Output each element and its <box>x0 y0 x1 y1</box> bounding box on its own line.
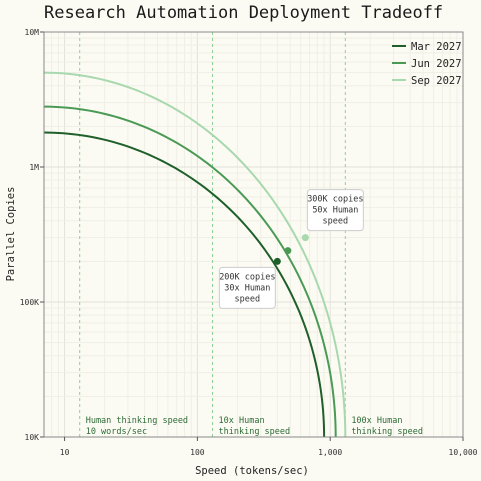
data-point <box>284 247 292 255</box>
reference-line-label: 10 words/sec <box>86 427 147 437</box>
plot-frame <box>43 31 464 438</box>
legend-label: Sep 2027 <box>411 75 462 87</box>
y-tick-label: 10M <box>25 28 40 37</box>
data-points <box>273 234 309 265</box>
reference-line-label: thinking speed <box>219 427 291 437</box>
annotation-label: 200K copies <box>219 272 275 282</box>
reference-line-label: 10x Human <box>219 416 265 426</box>
series-line <box>43 71 347 438</box>
data-point <box>273 257 281 265</box>
legend: Mar 2027 Jun 2027 Sep 2027 <box>392 41 462 87</box>
annotation-label: speed <box>235 294 261 304</box>
x-tick-label: 10,000 <box>449 448 478 457</box>
annotation-label: 30x Human <box>224 283 270 293</box>
legend-label: Mar 2027 <box>411 41 462 53</box>
x-tick-label: 100 <box>190 448 205 457</box>
x-axis-label: Speed (tokens/sec) <box>195 465 309 477</box>
x-tick-label: 10 <box>60 448 70 457</box>
reference-line-label: Human thinking speed <box>86 416 188 426</box>
series-curves <box>43 71 347 438</box>
annotation-label: 300K copies <box>307 195 363 205</box>
y-tick-label: 1M <box>29 163 39 172</box>
grid <box>43 31 464 438</box>
annotation-box <box>218 266 276 309</box>
legend-label: Jun 2027 <box>411 58 462 70</box>
reference-line-label: 100x Human <box>351 416 402 426</box>
annotation-label: 50x Human <box>312 206 358 216</box>
series-line <box>43 105 337 438</box>
reference-line-label: thinking speed <box>351 427 423 437</box>
chart-title: Research Automation Deployment Tradeoff <box>44 3 443 23</box>
annotation-label: speed <box>323 217 349 227</box>
y-tick-label: 10K <box>25 433 40 442</box>
y-tick-label: 100K <box>20 298 39 307</box>
axis-ticks: 10 100 1,000 10,000 10K 100K 1M 10M <box>20 28 478 457</box>
data-point <box>301 234 309 242</box>
y-axis-label: Parallel Copies <box>5 187 17 282</box>
series-line <box>43 131 326 438</box>
annotation-box <box>306 189 364 232</box>
x-tick-label: 1,000 <box>318 448 342 457</box>
